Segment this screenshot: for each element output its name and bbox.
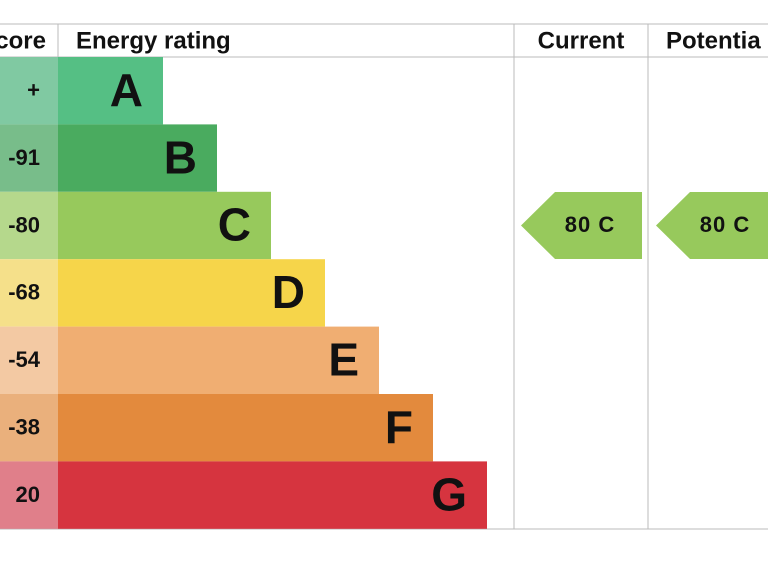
rating-bar (58, 394, 433, 462)
rating-letter: A (110, 64, 143, 116)
rating-bar (58, 191, 271, 260)
potential-rating: 80 C (700, 212, 750, 237)
rating-letter: C (218, 199, 251, 251)
current-rating: 80 C (565, 212, 615, 237)
score-range: -68 (8, 280, 40, 305)
rating-bar (58, 326, 379, 394)
rating-bar (58, 124, 217, 192)
rating-bar (58, 461, 487, 529)
score-range: -91 (8, 145, 40, 170)
score-cell (0, 326, 58, 394)
score-cell (0, 124, 58, 192)
score-cell (0, 394, 58, 462)
potential-header: Potentia (666, 27, 761, 54)
rating-header: Energy rating (76, 27, 231, 54)
rating-letter: B (164, 131, 197, 183)
rating-letter: D (272, 266, 305, 318)
score-range: -80 (8, 212, 40, 237)
score-range: + (27, 78, 40, 103)
rating-bar (58, 57, 163, 125)
rating-bar (58, 259, 325, 327)
score-cell (0, 191, 58, 260)
potential-arrow (656, 192, 768, 259)
rating-letter: G (431, 468, 467, 520)
score-header: core (0, 27, 46, 54)
score-range: -54 (8, 347, 41, 372)
current-header: Current (538, 27, 625, 54)
rating-letter: F (385, 401, 413, 453)
rating-letter: E (328, 333, 359, 385)
current-arrow (521, 192, 642, 259)
score-range: -38 (8, 415, 40, 440)
score-cell (0, 57, 58, 125)
score-cell (0, 259, 58, 327)
score-range: 20 (16, 482, 40, 507)
score-cell (0, 461, 58, 529)
